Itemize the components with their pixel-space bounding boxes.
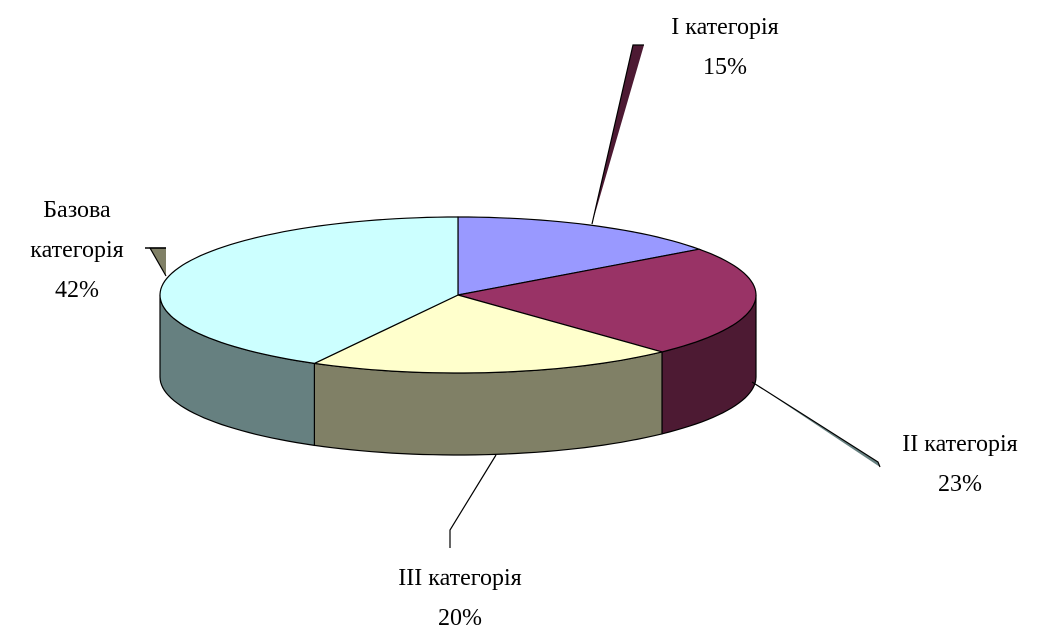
slice — [457, 216, 702, 296]
slice — [457, 248, 757, 353]
leader-line — [591, 44, 644, 225]
data-label: III категорія 20% — [360, 558, 560, 632]
category-label: III категорія — [398, 565, 522, 591]
data-label: II категорія 23% — [865, 424, 1049, 504]
value-label: 23% — [938, 471, 982, 497]
slice — [312, 294, 663, 374]
category-label: I категорія — [671, 14, 779, 40]
leader-line — [751, 381, 881, 468]
data-label: Базова категорія 42% — [12, 190, 142, 310]
slice — [159, 216, 459, 365]
category-label: II категорія — [902, 431, 1018, 457]
value-label: 20% — [438, 605, 482, 631]
value-label: 42% — [55, 277, 99, 303]
leader-line — [449, 454, 497, 548]
data-label: I категорія 15% — [640, 7, 810, 87]
category-label: Базова категорія — [30, 197, 124, 263]
leader-line — [148, 247, 167, 277]
value-label: 15% — [703, 54, 747, 80]
